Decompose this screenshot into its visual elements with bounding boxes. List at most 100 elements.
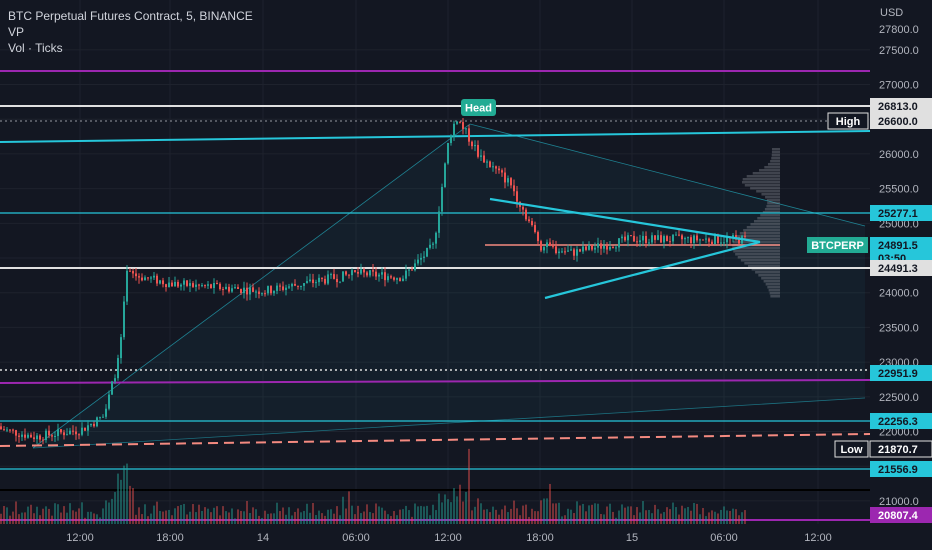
price-tag[interactable]: 24491.3 xyxy=(870,260,932,276)
candle-body xyxy=(555,246,557,254)
candle-body xyxy=(207,284,209,286)
volume-bar xyxy=(672,502,674,524)
candle-body xyxy=(534,225,536,233)
candle-body xyxy=(714,234,716,245)
volume-bar xyxy=(729,510,731,524)
volume-bar xyxy=(279,511,281,524)
volume-bar xyxy=(738,515,740,524)
volume-bar xyxy=(123,465,125,524)
volume-bar xyxy=(432,504,434,524)
candle-body xyxy=(504,172,506,183)
candle-body xyxy=(435,232,437,244)
price-tag-value: 21870.7 xyxy=(878,444,918,456)
candle-body xyxy=(579,249,581,252)
candle-body xyxy=(357,271,359,274)
volume-bar xyxy=(183,503,185,524)
candle-body xyxy=(231,288,233,292)
candle-body xyxy=(51,435,53,437)
candle-body xyxy=(450,136,452,143)
volume-bar xyxy=(624,507,626,524)
candle-body xyxy=(705,238,707,240)
candle-body xyxy=(348,274,350,276)
volume-bar xyxy=(51,515,53,524)
indicator-vp[interactable]: VP xyxy=(8,25,25,39)
candle-body xyxy=(411,269,413,271)
candle-body xyxy=(444,163,446,188)
candle-body xyxy=(426,247,428,257)
price-tag[interactable]: 26600.0 High xyxy=(827,112,932,130)
volume-bar xyxy=(156,501,158,524)
volume-bar xyxy=(237,509,239,524)
volume-bar xyxy=(438,493,440,524)
volume-profile-bar xyxy=(761,193,780,196)
time-tick: 12:00 xyxy=(434,532,462,544)
volume-bar xyxy=(117,473,119,524)
price-tag[interactable]: 21556.9 xyxy=(870,461,932,477)
volume-bar xyxy=(54,503,56,524)
volume-profile-bar xyxy=(737,256,780,259)
volume-bar xyxy=(180,504,182,524)
symbol-title[interactable]: BTC Perpetual Futures Contract, 5, BINAN… xyxy=(8,9,253,23)
volume-bar xyxy=(735,509,737,524)
volume-bar xyxy=(645,510,647,524)
candle-body xyxy=(120,337,122,359)
volume-profile-bar xyxy=(757,217,780,220)
volume-bar xyxy=(471,510,473,524)
volume-bar xyxy=(111,498,113,524)
volume-bar xyxy=(576,501,578,524)
candle-body xyxy=(258,291,260,294)
price-tag-box xyxy=(870,113,932,129)
candle-body xyxy=(60,429,62,433)
volume-bar xyxy=(186,514,188,524)
candle-body xyxy=(687,237,689,239)
volume-bar xyxy=(699,514,701,524)
volume-bar xyxy=(636,507,638,524)
volume-bar xyxy=(537,511,539,524)
candle-body xyxy=(570,249,572,251)
candle-body xyxy=(360,269,362,274)
candle-body xyxy=(399,278,401,282)
volume-bar xyxy=(504,505,506,524)
volume-profile-bar xyxy=(755,271,780,274)
volume-bar xyxy=(594,503,596,524)
volume-profile-bar xyxy=(765,283,780,286)
price-tag[interactable]: 26813.0 xyxy=(870,98,932,114)
candle-body xyxy=(141,277,143,281)
head-label[interactable]: Head xyxy=(461,99,496,116)
price-tag[interactable]: 21870.7 Low xyxy=(834,440,932,458)
price-tag-value: 24891.5 xyxy=(878,240,918,252)
time-axis[interactable]: 12:00 18:00 14 06:00 12:00 18:00 15 06:00 12:00 xyxy=(66,532,832,544)
candle-body xyxy=(402,278,404,282)
volume-bar xyxy=(105,500,107,524)
price-tag[interactable]: 25277.1 xyxy=(870,205,932,221)
volume-bar xyxy=(348,491,350,524)
indicator-volume[interactable]: Vol · Ticks xyxy=(8,41,63,55)
volume-bar xyxy=(75,511,77,524)
volume-bar xyxy=(708,512,710,524)
price-tag[interactable]: 22256.3 xyxy=(870,413,932,429)
volume-bar xyxy=(426,505,428,524)
resistance-trendline xyxy=(0,130,871,143)
volume-bar xyxy=(9,515,11,524)
volume-profile-bar xyxy=(741,181,780,184)
volume-bar xyxy=(534,511,536,524)
low-dashed-line xyxy=(0,433,871,447)
volume-profile-bar xyxy=(744,262,780,265)
candle-body xyxy=(576,249,578,256)
volume-bar xyxy=(144,504,146,524)
candle-body xyxy=(195,284,197,287)
volume-bar xyxy=(285,514,287,524)
price-tag[interactable]: 22951.9 xyxy=(870,365,932,381)
price-tag[interactable]: 20807.4 xyxy=(870,507,932,523)
volume-bar xyxy=(495,509,497,524)
candle-body xyxy=(645,235,647,243)
candle-body xyxy=(45,430,47,440)
candle-body xyxy=(456,121,458,124)
volume-profile-bar xyxy=(761,277,780,280)
volume-bar xyxy=(552,503,554,524)
volume-profile-bar xyxy=(736,235,780,238)
candle-body xyxy=(474,144,476,147)
volume-profile-bar xyxy=(746,226,780,229)
candle-body xyxy=(513,185,515,192)
